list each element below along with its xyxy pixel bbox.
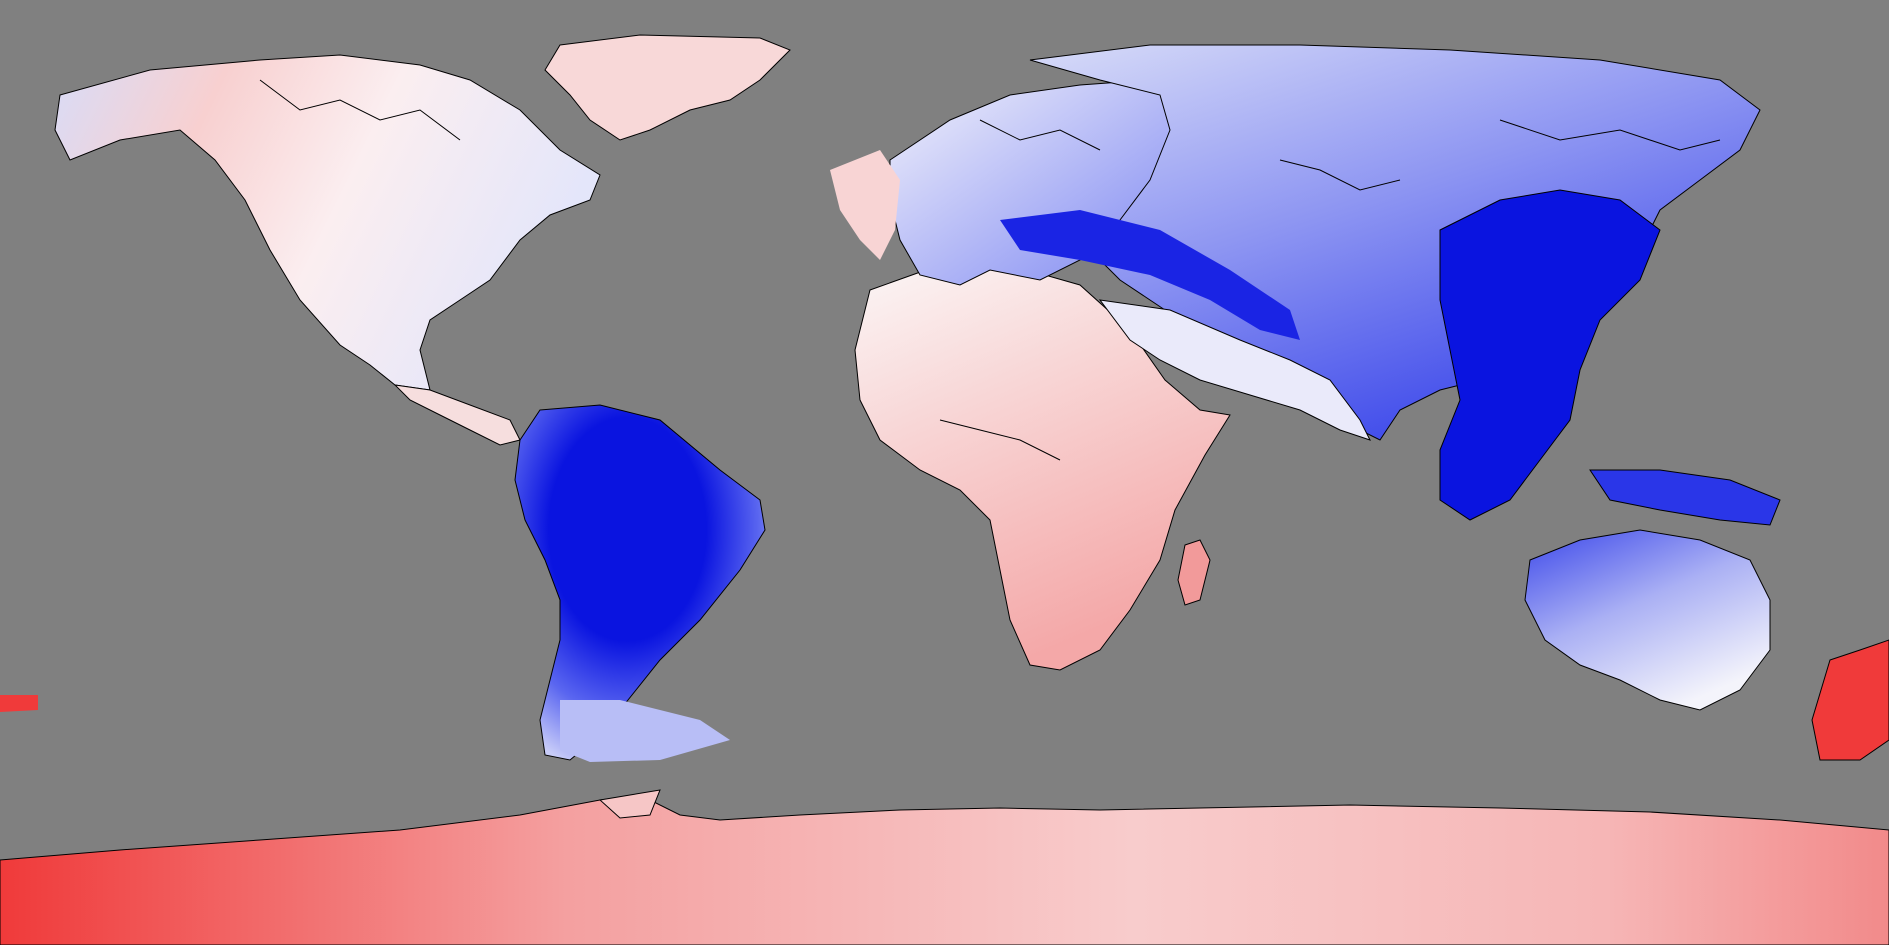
region-australia (1524, 529, 1771, 711)
region-indonesia (1589, 469, 1781, 526)
coastline-details (259, 79, 1721, 461)
region-arabia-india (1098, 299, 1371, 441)
region-antarctic-peninsula (598, 789, 661, 819)
region-pacific-patch (0, 695, 38, 712)
region-greenland (544, 34, 791, 141)
region-southeast-asia (1439, 189, 1661, 521)
region-middle-east-band (1000, 210, 1300, 340)
region-madagascar (1177, 539, 1211, 606)
region-north-america (54, 54, 601, 391)
region-central-america (393, 384, 521, 446)
region-west-europe (830, 150, 900, 260)
region-antarctica (0, 794, 1889, 945)
region-patagonia (560, 700, 730, 762)
region-new-zealand (1811, 639, 1889, 761)
